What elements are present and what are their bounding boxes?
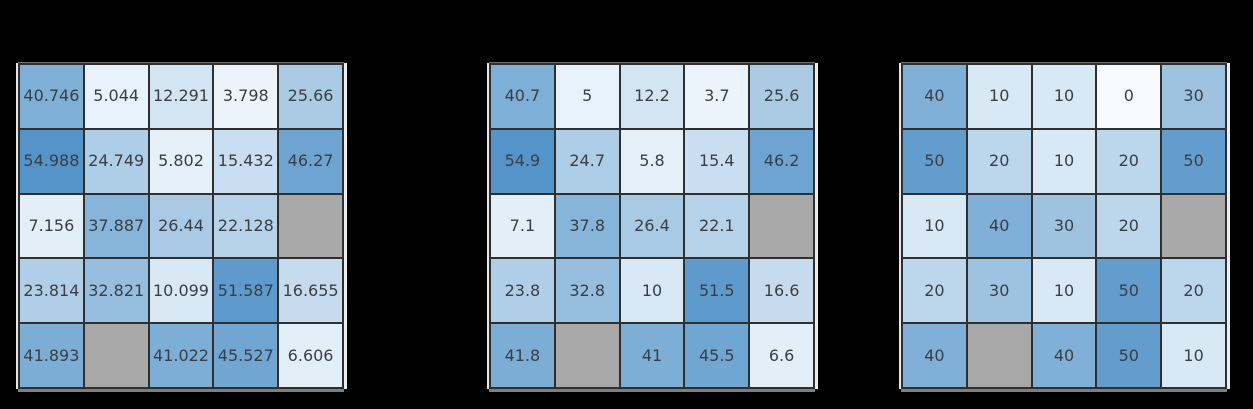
heatmap-cell: 0 [1097,65,1161,128]
heatmap-cell: 20 [1097,194,1161,258]
heatmap-cell: 20 [1097,129,1161,193]
heatmap-cell: 32.821 [84,259,148,323]
heatmap-cell: 16.655 [279,259,342,323]
heatmap-cell-missing [967,324,1031,387]
heatmap-cell: 50 [1097,259,1161,323]
heatmap-cell: 22.128 [214,194,278,258]
heatmap-cell: 40 [903,65,966,128]
heatmap-cell: 26.44 [149,194,213,258]
heatmap-cell: 46.27 [279,129,342,193]
heatmap-cell: 23.8 [491,259,554,323]
heatmap-cell: 7.156 [20,194,83,258]
heatmap-cell-missing [84,324,148,387]
heatmap-cell: 25.66 [279,65,342,128]
heatmap-cell: 45.527 [214,324,278,387]
heatmap-cell: 10 [967,65,1031,128]
heatmap-cell: 7.1 [491,194,554,258]
heatmap-cell: 50 [1097,324,1161,387]
heatmap-cell: 3.798 [214,65,278,128]
heatmap-cell-missing [555,324,619,387]
heatmap-cell: 46.2 [750,129,813,193]
heatmap-cell: 12.291 [149,65,213,128]
heatmap-cell: 10 [1032,259,1096,323]
heatmap-cell: 5.802 [149,129,213,193]
heatmap-cell: 6.606 [279,324,342,387]
heatmap-cell: 37.8 [555,194,619,258]
heatmap-table-1-decimal: 40.7 5 12.2 3.7 25.6 54.9 24.7 5.8 15.4 46.2 7.1 37… [489,63,815,389]
heatmap-cell: 10 [620,259,684,323]
heatmap-cell: 40.746 [20,65,83,128]
heatmap-cell: 26.4 [620,194,684,258]
heatmap-cell: 32.8 [555,259,619,323]
heatmap-table-precise: 40.746 5.044 12.291 3.798 25.66 54.988 24.749 5… [18,63,344,389]
heatmap-cell: 45.5 [685,324,749,387]
heatmap-cell: 54.988 [20,129,83,193]
heatmap-cell-missing [279,194,342,258]
heatmap-cell: 10.099 [149,259,213,323]
heatmap-cell-missing [1162,194,1225,258]
heatmap-cell: 10 [903,194,966,258]
heatmap-cell: 5.8 [620,129,684,193]
heatmap-cell: 30 [1032,194,1096,258]
heatmap-cell: 12.2 [620,65,684,128]
heatmap-cell: 20 [903,259,966,323]
heatmap-cell: 51.5 [685,259,749,323]
heatmap-cell: 10 [1032,65,1096,128]
heatmap-cell: 40 [1032,324,1096,387]
heatmap-cell: 37.887 [84,194,148,258]
heatmap-cell: 6.6 [750,324,813,387]
heatmap-cell: 25.6 [750,65,813,128]
heatmap-cell: 10 [1032,129,1096,193]
heatmap-cell-missing [750,194,813,258]
heatmap-cell: 41.8 [491,324,554,387]
heatmap-cell: 16.6 [750,259,813,323]
heatmap-cell: 54.9 [491,129,554,193]
heatmap-cell: 30 [1162,65,1225,128]
heatmap-cell: 24.749 [84,129,148,193]
heatmap-cell: 30 [967,259,1031,323]
heatmap-cell: 5 [555,65,619,128]
heatmap-cell: 20 [1162,259,1225,323]
heatmap-table-rounded-tens: 40 10 10 0 30 50 20 10 20 50 10 40 30 20 20 30 10 50 20 40 4… [901,63,1227,389]
heatmap-cell: 41 [620,324,684,387]
heatmap-cell: 10 [1162,324,1225,387]
heatmap-cell: 22.1 [685,194,749,258]
heatmap-cell: 40 [967,194,1031,258]
heatmap-cell: 50 [1162,129,1225,193]
heatmap-cell: 23.814 [20,259,83,323]
heatmap-cell: 41.022 [149,324,213,387]
heatmap-cell: 50 [903,129,966,193]
heatmap-cell: 51.587 [214,259,278,323]
heatmap-cell: 24.7 [555,129,619,193]
heatmap-cell: 41.893 [20,324,83,387]
heatmap-cell: 15.432 [214,129,278,193]
heatmap-cell: 5.044 [84,65,148,128]
heatmap-cell: 3.7 [685,65,749,128]
heatmap-cell: 40 [903,324,966,387]
heatmap-cell: 40.7 [491,65,554,128]
heatmap-cell: 15.4 [685,129,749,193]
heatmap-cell: 20 [967,129,1031,193]
